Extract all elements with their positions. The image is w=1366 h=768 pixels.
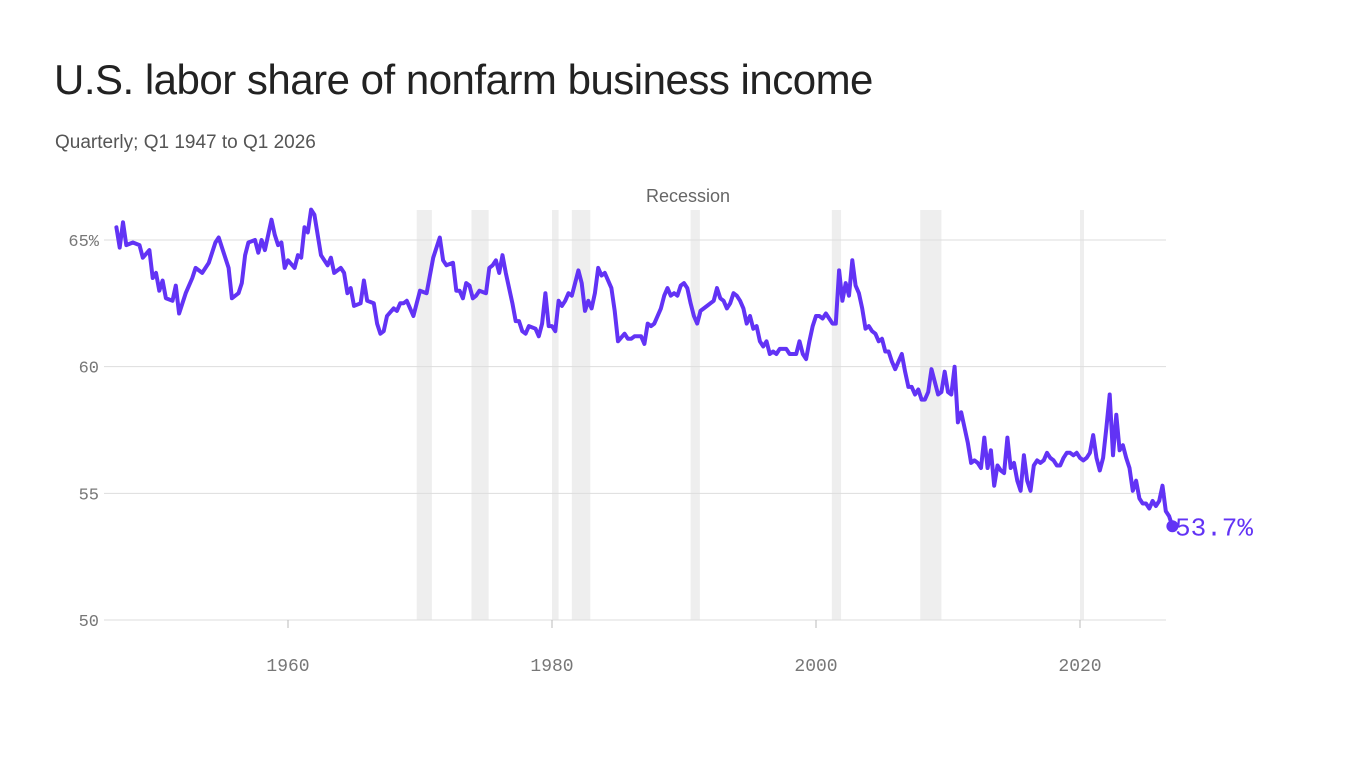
recession-band-0	[416, 210, 432, 620]
x-tick-label-2020: 2020	[1058, 657, 1101, 677]
x-tick-label-1960: 1960	[266, 657, 309, 677]
y-tick-label-60: 60	[79, 360, 99, 379]
recession-band-1	[471, 210, 489, 620]
y-tick-label-65: 65%	[68, 233, 99, 252]
recession-band-2	[552, 210, 559, 620]
series-line-group	[114, 207, 1179, 533]
y-tick-label-55: 55	[79, 486, 99, 505]
series-line	[114, 207, 1175, 529]
recession-band-3	[571, 210, 591, 620]
recession-band-6	[920, 210, 942, 620]
recession-band-5	[831, 210, 842, 620]
x-tick-label-2000: 2000	[794, 657, 837, 677]
end-value-label: 53.7%	[1175, 513, 1253, 543]
end-point-dot	[1166, 520, 1179, 533]
gridlines	[104, 239, 1166, 621]
x-tick-label-1980: 1980	[530, 657, 573, 677]
chart-title: U.S. labor share of nonfarm business inc…	[54, 56, 873, 103]
y-axis-ticks: 50 55 60 65%	[68, 233, 99, 632]
chart-subtitle: Quarterly; Q1 1947 to Q1 2026	[55, 132, 316, 153]
recession-label: Recession	[646, 186, 730, 206]
recession-band-7	[1080, 210, 1084, 620]
x-axis-ticks: 1960 1980 2000 2020	[266, 620, 1102, 677]
recession-band-4	[690, 210, 700, 620]
y-tick-label-50: 50	[79, 613, 99, 632]
recession-bands	[416, 210, 1084, 620]
